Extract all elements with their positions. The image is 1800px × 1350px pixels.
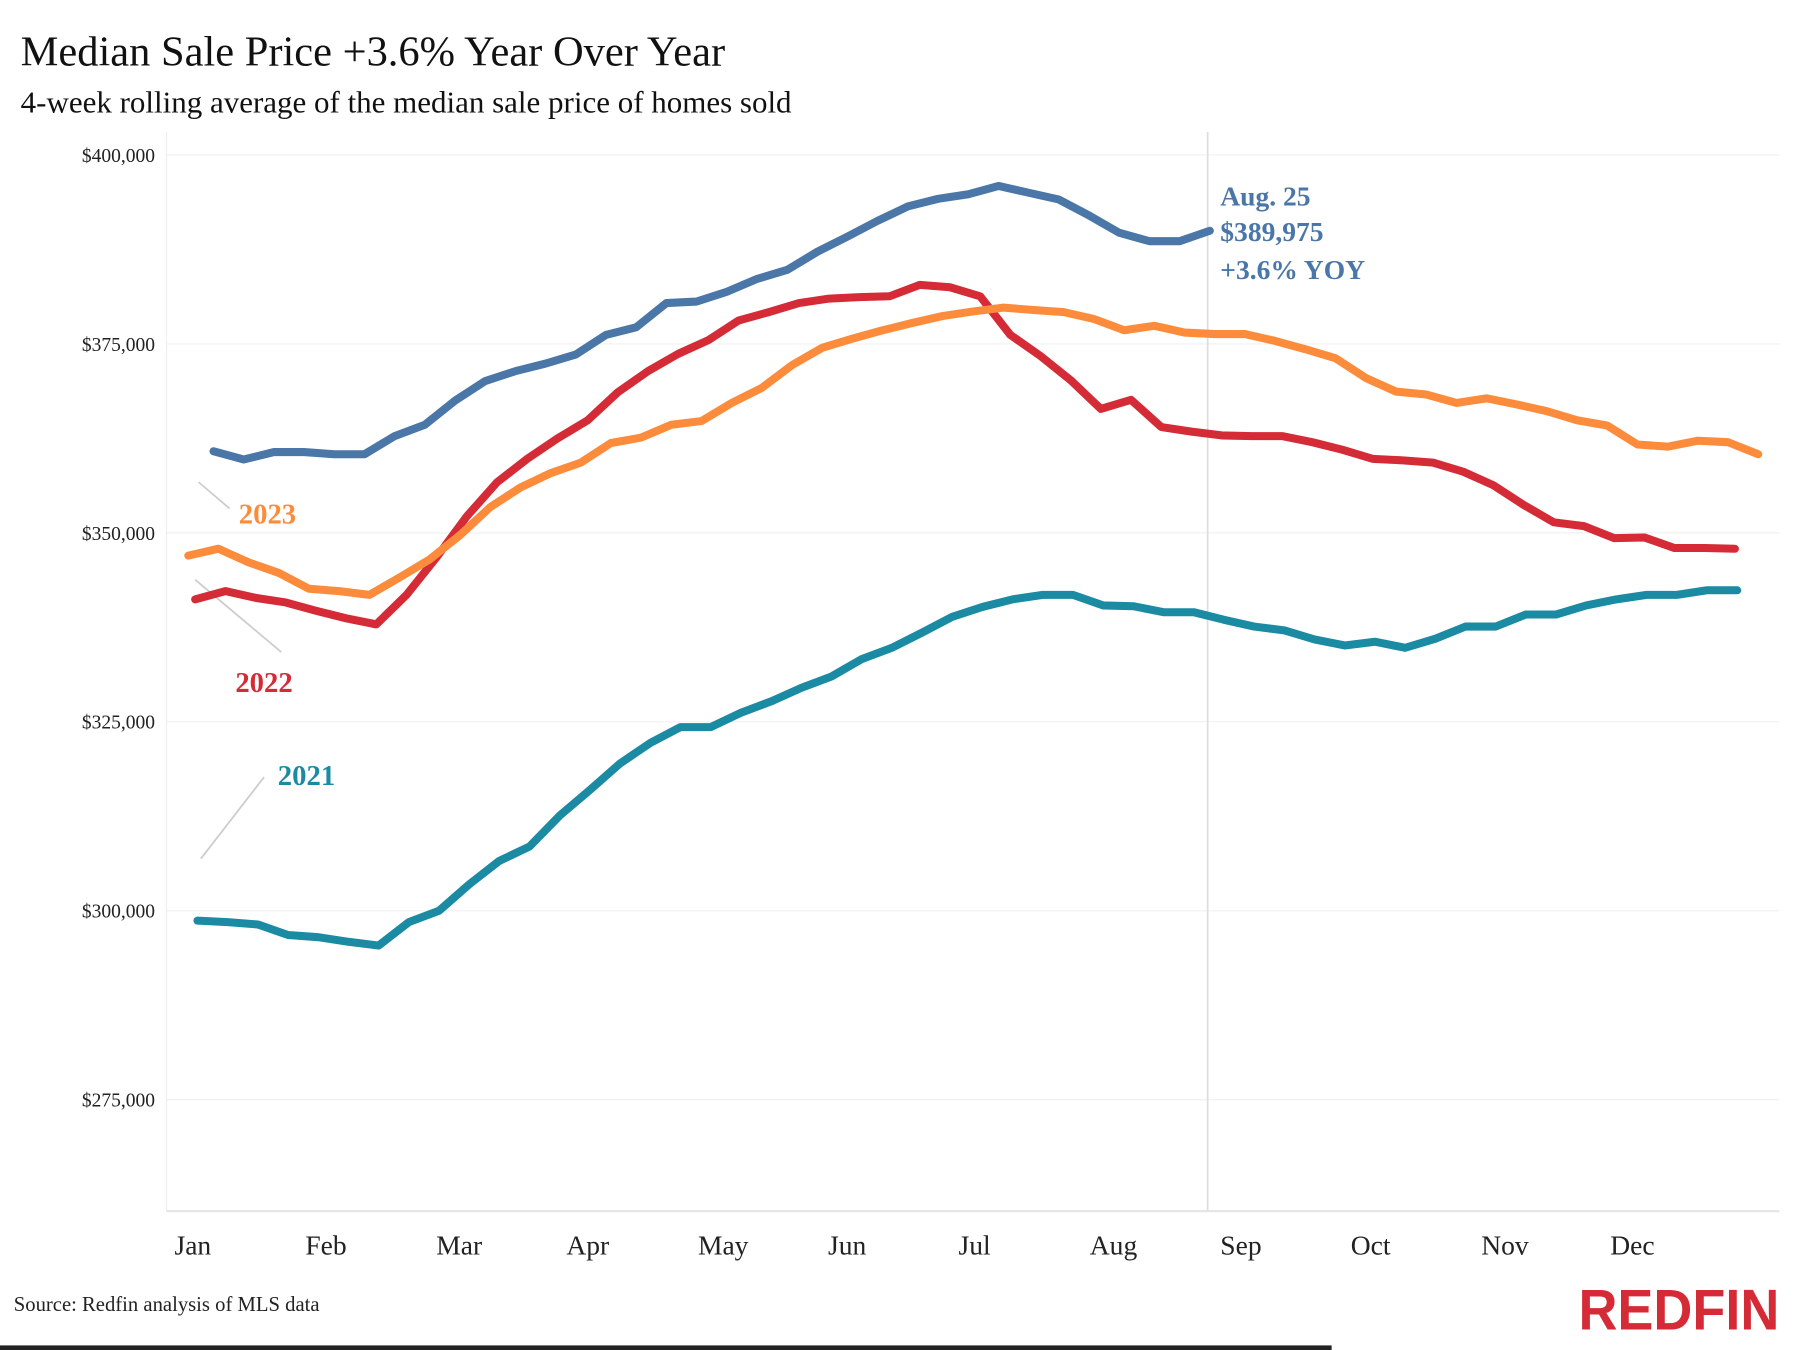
y-axis-ticks: $400,000 $375,000 $350,000 $325,000 $300,000… bbox=[82, 146, 155, 1112]
series-label-2022: 2022 bbox=[235, 667, 292, 699]
series-label-2021: 2021 bbox=[278, 760, 335, 792]
gridlines bbox=[166, 154, 1780, 1101]
x-tick-label: Mar bbox=[436, 1230, 482, 1261]
y-tick-label: $375,000 bbox=[82, 335, 155, 356]
annotation: Aug. 25 $389,975 +3.6% YOY bbox=[1220, 180, 1365, 284]
y-tick-label: $275,000 bbox=[82, 1091, 155, 1112]
series-label-2023: 2023 bbox=[239, 498, 296, 530]
x-tick-label: Apr bbox=[566, 1230, 609, 1261]
series-line-2024 bbox=[209, 181, 1214, 464]
x-tick-label: Oct bbox=[1351, 1230, 1391, 1261]
redfin-logo: REDFIN bbox=[1578, 1278, 1779, 1342]
x-axis-ticks: Jan Feb Mar Apr May Jun Jul Aug Sep Oct Nov Dec bbox=[174, 1230, 1654, 1261]
leader-line-2023 bbox=[198, 481, 231, 510]
series-lines bbox=[184, 181, 1763, 950]
x-tick-label: Jan bbox=[174, 1230, 211, 1261]
y-tick-label: $400,000 bbox=[82, 146, 155, 167]
x-tick-label: Jun bbox=[828, 1230, 866, 1261]
bottom-edge bbox=[0, 1345, 1332, 1350]
x-tick-label: Nov bbox=[1481, 1230, 1529, 1261]
leader-line-2021 bbox=[200, 776, 265, 860]
annotation-change: +3.6% YOY bbox=[1220, 254, 1365, 285]
annotation-value: $389,975 bbox=[1220, 216, 1323, 247]
chart-subtitle: 4-week rolling average of the median sal… bbox=[21, 85, 792, 120]
y-tick-label: $300,000 bbox=[82, 902, 155, 923]
x-tick-label: Jul bbox=[959, 1230, 991, 1261]
y-tick-label: $325,000 bbox=[82, 713, 155, 734]
x-tick-label: May bbox=[698, 1230, 749, 1261]
source-note: Source: Redfin analysis of MLS data bbox=[14, 1294, 320, 1316]
x-tick-label: Aug bbox=[1090, 1230, 1138, 1261]
annotation-date: Aug. 25 bbox=[1220, 180, 1310, 211]
x-tick-label: Dec bbox=[1610, 1230, 1654, 1261]
chart-title: Median Sale Price +3.6% Year Over Year bbox=[21, 28, 725, 75]
x-tick-label: Feb bbox=[305, 1230, 346, 1261]
x-tick-label: Sep bbox=[1220, 1230, 1261, 1261]
series-line-2021 bbox=[193, 586, 1742, 950]
y-tick-label: $350,000 bbox=[82, 524, 155, 545]
